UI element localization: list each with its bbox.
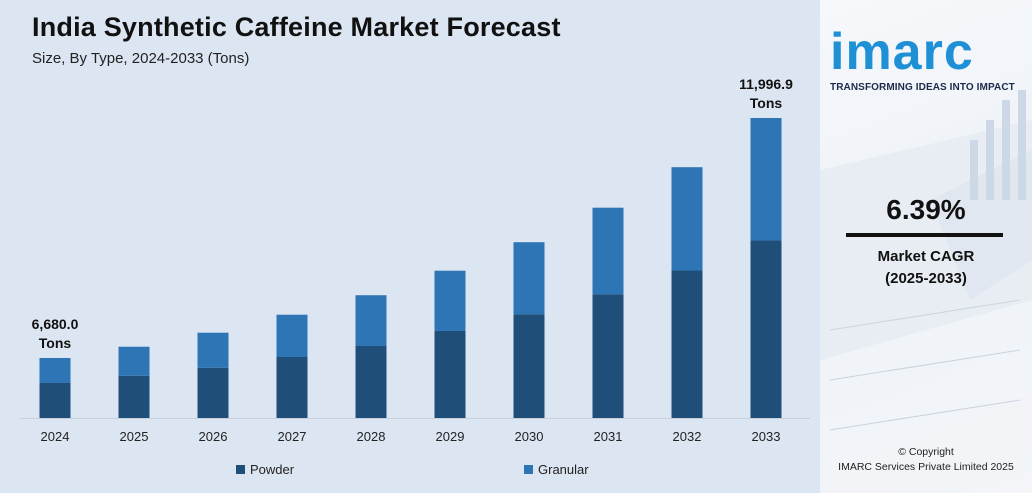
legend-label-granular: Granular: [538, 462, 589, 477]
legend-item-granular: Granular: [524, 462, 589, 477]
bar-powder-2029: [434, 330, 466, 418]
legend-swatch-granular: [524, 465, 533, 474]
data-label-value-2024: 6,680.0: [32, 316, 79, 332]
bar-granular-2029: [434, 270, 466, 331]
x-tick-label-2028: 2028: [357, 429, 386, 444]
bar-powder-2033: [750, 240, 782, 418]
bar-powder-2024: [39, 382, 71, 418]
cagr-divider: [846, 233, 1003, 237]
legend-label-powder: Powder: [250, 462, 295, 477]
bar-powder-2028: [355, 345, 387, 418]
bar-granular-2032: [671, 167, 703, 271]
data-label-value-2033: 11,996.9: [739, 76, 793, 92]
bar-granular-2024: [39, 357, 71, 383]
bar-powder-2027: [276, 356, 308, 418]
data-label-unit-2024: Tons: [39, 335, 72, 351]
bar-granular-2033: [750, 117, 782, 241]
chart-subtitle: Size, By Type, 2024-2033 (Tons): [32, 50, 250, 67]
cagr-label: Market CAGR: [877, 248, 975, 265]
data-label-unit-2033: Tons: [750, 95, 783, 111]
chart-title: India Synthetic Caffeine Market Forecast: [32, 12, 561, 42]
brand-panel: imarc TRANSFORMING IDEAS INTO IMPACT 6.3…: [820, 0, 1032, 493]
bar-granular-2028: [355, 295, 387, 346]
x-tick-label-2026: 2026: [199, 429, 228, 444]
bar-granular-2027: [276, 314, 308, 357]
legend-swatch-powder: [236, 465, 245, 474]
bar-powder-2030: [513, 314, 545, 418]
x-tick-label-2030: 2030: [515, 429, 544, 444]
brand-tagline: TRANSFORMING IDEAS INTO IMPACT: [830, 82, 1015, 93]
copyright-line-2: IMARC Services Private Limited 2025: [838, 461, 1014, 473]
bar-granular-2025: [118, 346, 150, 376]
x-tick-label-2033: 2033: [752, 429, 781, 444]
bar-powder-2032: [671, 270, 703, 418]
x-tick-label-2032: 2032: [673, 429, 702, 444]
legend-item-powder: Powder: [236, 462, 294, 477]
x-tick-label-2027: 2027: [278, 429, 307, 444]
chart-panel: India Synthetic Caffeine Market Forecast…: [20, 12, 810, 477]
cagr-value: 6.39%: [886, 194, 966, 225]
bar-granular-2026: [197, 332, 229, 368]
imarc-logo: imarc: [830, 23, 974, 81]
x-tick-label-2025: 2025: [120, 429, 149, 444]
bar-powder-2031: [592, 294, 624, 418]
bar-chart: 2024 2025 2026 2027 2028 2029 2030 2031 2032 2033…: [20, 76, 810, 444]
x-tick-label-2029: 2029: [436, 429, 465, 444]
cagr-period: (2025-2033): [885, 270, 967, 287]
bar-powder-2026: [197, 367, 229, 418]
bar-granular-2030: [513, 242, 545, 315]
background-decoration: [820, 90, 1032, 431]
cagr-label-block: Market CAGR (2025-2033): [820, 246, 1032, 290]
x-tick-label-2024: 2024: [41, 429, 70, 444]
x-tick-label-2031: 2031: [594, 429, 623, 444]
bar-granular-2031: [592, 207, 624, 295]
copyright-line-1: © Copyright: [898, 446, 954, 458]
copyright-block: © Copyright IMARC Services Private Limit…: [820, 445, 1032, 475]
bar-powder-2025: [118, 375, 150, 418]
